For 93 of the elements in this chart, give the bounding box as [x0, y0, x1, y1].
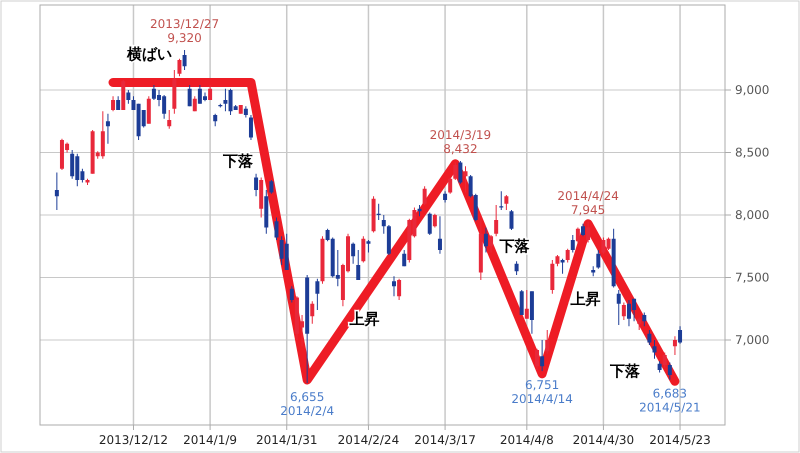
x-tick-label: 2014/1/31 — [256, 433, 318, 447]
candlestick — [672, 336, 677, 356]
candlestick — [182, 50, 187, 70]
candlestick — [622, 302, 626, 320]
candlestick — [566, 248, 570, 263]
candlestick — [647, 330, 652, 346]
candlestick — [310, 300, 314, 324]
annotation: 6,655 2014/2/4 — [280, 390, 334, 418]
candlestick — [248, 114, 253, 140]
candlestick — [213, 113, 218, 127]
x-tick-label: 2014/2/24 — [338, 433, 400, 447]
candlestick — [111, 96, 116, 112]
candlestick — [361, 236, 366, 263]
candlestick — [290, 286, 294, 303]
candlestick — [570, 234, 575, 253]
candlestick — [366, 240, 370, 253]
candlestick — [616, 290, 621, 326]
candlestick — [397, 278, 402, 300]
candlestick — [545, 330, 550, 354]
candlestick — [126, 90, 130, 104]
candlestick — [443, 190, 448, 203]
candlestick — [652, 340, 657, 360]
candlestick — [560, 258, 565, 274]
candlestick — [580, 223, 585, 237]
annotation: 横ばい — [126, 44, 172, 63]
candlestick — [596, 250, 600, 270]
candlestick — [642, 312, 646, 327]
candlestick — [458, 160, 462, 184]
candlestick — [464, 166, 468, 193]
candlestick — [208, 84, 212, 100]
candlestick — [269, 180, 274, 194]
candlestick — [514, 260, 519, 276]
x-tick-label: 2013/12/12 — [98, 433, 168, 447]
candlestick — [484, 227, 488, 253]
annotation: 2013/12/27 9,320 — [150, 17, 220, 45]
candlestick — [351, 242, 356, 264]
x-tick-label: 2014/1/9 — [183, 433, 238, 447]
annotation: 下落 — [498, 236, 531, 255]
candlestick — [535, 348, 540, 370]
candlestick — [520, 290, 524, 316]
candlestick — [509, 210, 514, 230]
candlestick — [356, 250, 360, 280]
x-tick-label: 2014/4/8 — [500, 433, 554, 447]
candlestick — [678, 326, 682, 344]
annotation: 下落 — [608, 362, 641, 380]
candlestick — [453, 162, 458, 180]
annotation: 下落 — [222, 152, 254, 170]
y-tick-label: 7,500 — [735, 270, 770, 284]
annotation: 2014/4/24 7,945 — [557, 188, 619, 217]
candlestick — [524, 290, 529, 320]
annotation: 上昇 — [569, 290, 600, 308]
candlestick — [668, 362, 672, 380]
candlestick — [54, 172, 59, 210]
y-tick-label: 8,000 — [735, 208, 770, 222]
x-tick-label: 2014/3/17 — [414, 433, 476, 447]
annotation: 2014/3/19 8,432 — [430, 128, 492, 156]
x-tick-label: 2014/5/23 — [649, 433, 711, 447]
x-tick-label: 2014/4/30 — [572, 433, 634, 447]
candlestick — [438, 216, 442, 254]
y-tick-label: 9,000 — [735, 83, 770, 97]
candlestick — [167, 110, 172, 130]
candlestick — [504, 194, 508, 210]
candlestick — [106, 113, 110, 144]
candlestick — [382, 214, 386, 234]
candlestick — [662, 352, 667, 368]
candlestick — [315, 278, 320, 310]
candlestick — [418, 204, 422, 217]
candlestick — [428, 212, 432, 236]
candlestick — [402, 250, 406, 267]
candlestick — [244, 106, 248, 118]
candlestick — [192, 96, 197, 112]
candlestick — [494, 204, 498, 237]
candlestick — [586, 221, 590, 243]
candlestick — [448, 177, 452, 194]
candlestick — [489, 234, 494, 253]
candlestick — [658, 360, 662, 373]
candlestick — [637, 317, 642, 330]
candlestick — [591, 266, 596, 277]
candlestick — [555, 254, 560, 267]
annotation: 6,683 2014/5/21 — [639, 386, 701, 415]
candlestick — [188, 84, 192, 107]
candlestick — [392, 276, 396, 297]
y-tick-label: 8,500 — [735, 146, 770, 160]
candlestick — [422, 186, 427, 206]
candlestick — [576, 227, 580, 243]
candlestick — [274, 217, 279, 240]
annotation: 6,751 2014/4/14 — [511, 378, 573, 406]
candlestick — [432, 213, 437, 228]
candlestick — [116, 96, 120, 110]
y-tick-label: 7,000 — [735, 333, 770, 347]
candlestick — [177, 58, 182, 77]
candlestick — [254, 173, 258, 197]
candlestick — [540, 340, 544, 372]
